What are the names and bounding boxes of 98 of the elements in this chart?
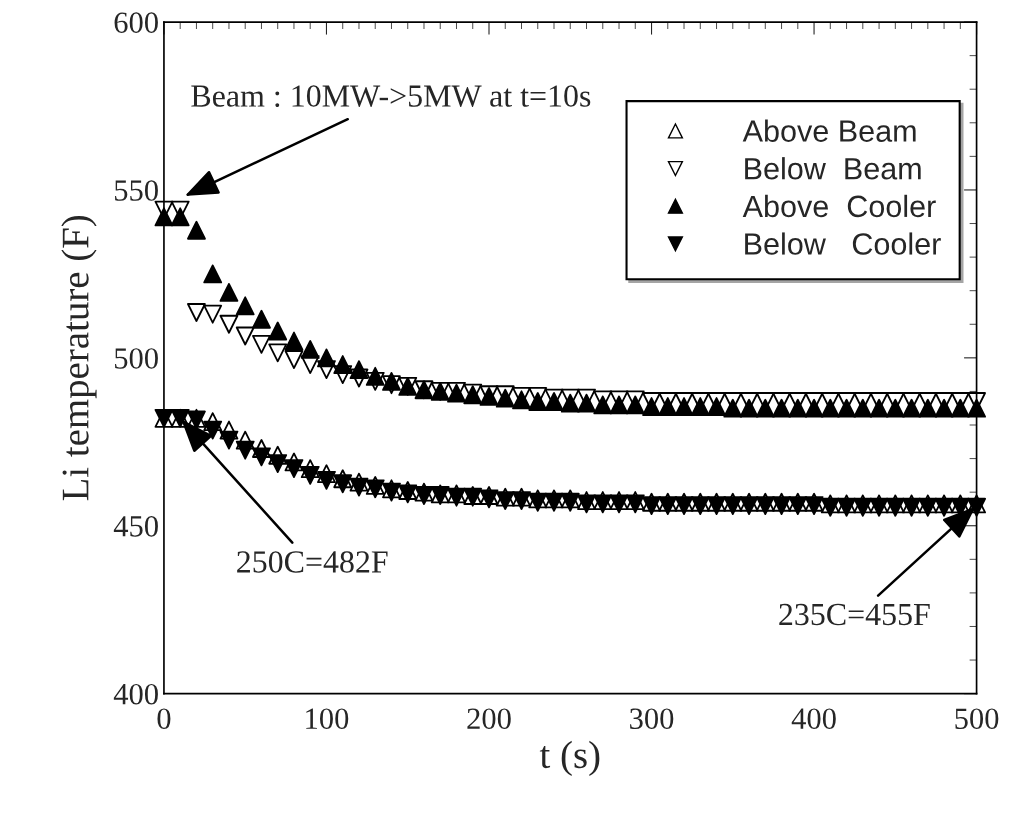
point bbox=[284, 350, 304, 369]
x-tick-label: 300 bbox=[630, 708, 674, 730]
point bbox=[300, 340, 320, 359]
legend-label: Above Cooler bbox=[742, 194, 936, 218]
point bbox=[219, 420, 239, 440]
point bbox=[187, 303, 206, 322]
point bbox=[739, 398, 759, 418]
point bbox=[203, 264, 223, 284]
y-axis-title: Li temperature (F) bbox=[61, 215, 97, 501]
point bbox=[528, 392, 548, 411]
point bbox=[772, 496, 791, 516]
point bbox=[658, 397, 678, 416]
point bbox=[252, 335, 271, 354]
point bbox=[560, 393, 580, 413]
point bbox=[252, 447, 271, 467]
point bbox=[772, 398, 791, 418]
legend-label: Above Beam bbox=[742, 119, 916, 142]
y-tick-label: 450 bbox=[113, 516, 158, 537]
legend-label: Below Cooler bbox=[745, 232, 941, 255]
point bbox=[235, 296, 255, 316]
point bbox=[235, 440, 255, 460]
point bbox=[577, 393, 596, 413]
point bbox=[512, 487, 531, 507]
point bbox=[333, 355, 353, 374]
point bbox=[609, 494, 629, 514]
annotation: 250C=482F bbox=[237, 551, 388, 573]
point bbox=[885, 398, 905, 418]
point bbox=[219, 430, 239, 450]
point bbox=[203, 420, 223, 440]
y-tick-label: 550 bbox=[115, 180, 158, 201]
point bbox=[365, 366, 385, 386]
point bbox=[642, 492, 661, 512]
point bbox=[707, 397, 726, 416]
point bbox=[934, 398, 954, 418]
point bbox=[869, 398, 889, 418]
legend-label: Below Beam bbox=[745, 157, 921, 180]
point bbox=[284, 452, 304, 472]
point bbox=[235, 430, 255, 450]
point bbox=[837, 398, 856, 418]
point bbox=[707, 496, 726, 516]
point bbox=[333, 474, 353, 494]
point bbox=[593, 494, 613, 514]
point bbox=[674, 397, 694, 416]
point bbox=[512, 390, 531, 410]
point bbox=[317, 348, 336, 368]
point bbox=[723, 398, 743, 418]
point bbox=[268, 454, 288, 474]
y-tick-label: 600 bbox=[114, 12, 158, 33]
y-tick-label: 400 bbox=[113, 683, 158, 705]
point bbox=[804, 398, 824, 418]
annotation: 235C=455F bbox=[779, 603, 930, 626]
point bbox=[625, 494, 645, 514]
y-tick-label: 500 bbox=[115, 348, 158, 369]
point bbox=[593, 395, 613, 415]
point bbox=[902, 398, 921, 418]
x-axis-title: t (s) bbox=[539, 740, 600, 777]
point bbox=[512, 491, 531, 510]
point bbox=[950, 398, 970, 418]
point bbox=[300, 355, 320, 374]
point bbox=[853, 398, 873, 418]
point bbox=[219, 282, 239, 302]
point bbox=[219, 314, 239, 334]
point bbox=[967, 398, 986, 418]
point bbox=[235, 326, 255, 346]
point bbox=[690, 397, 710, 416]
point bbox=[349, 360, 369, 380]
point bbox=[333, 469, 353, 489]
point bbox=[349, 477, 369, 497]
x-tick-label: 400 bbox=[791, 708, 836, 730]
x-tick-label: 500 bbox=[955, 708, 999, 730]
x-tick-label: 100 bbox=[306, 708, 349, 730]
point bbox=[820, 398, 840, 418]
x-tick-label: 200 bbox=[467, 708, 511, 730]
point bbox=[349, 368, 369, 388]
point bbox=[577, 494, 596, 514]
point bbox=[788, 398, 808, 418]
point bbox=[349, 472, 369, 492]
point bbox=[268, 343, 288, 363]
point bbox=[609, 395, 629, 415]
point bbox=[203, 304, 223, 324]
point bbox=[755, 398, 775, 418]
point bbox=[154, 207, 174, 227]
point bbox=[187, 220, 206, 240]
point bbox=[300, 465, 320, 485]
point bbox=[317, 470, 336, 490]
point bbox=[268, 321, 288, 341]
point bbox=[918, 398, 938, 418]
point bbox=[252, 309, 271, 329]
point bbox=[284, 459, 304, 479]
x-tick-label: 0 bbox=[157, 708, 171, 730]
point bbox=[625, 395, 645, 415]
point bbox=[268, 445, 288, 465]
point bbox=[642, 397, 661, 416]
point bbox=[382, 371, 401, 391]
point bbox=[170, 207, 190, 227]
annotation: Beam : 10MW->5MW at t=10s bbox=[191, 85, 591, 108]
point bbox=[642, 496, 661, 516]
point bbox=[284, 331, 304, 351]
